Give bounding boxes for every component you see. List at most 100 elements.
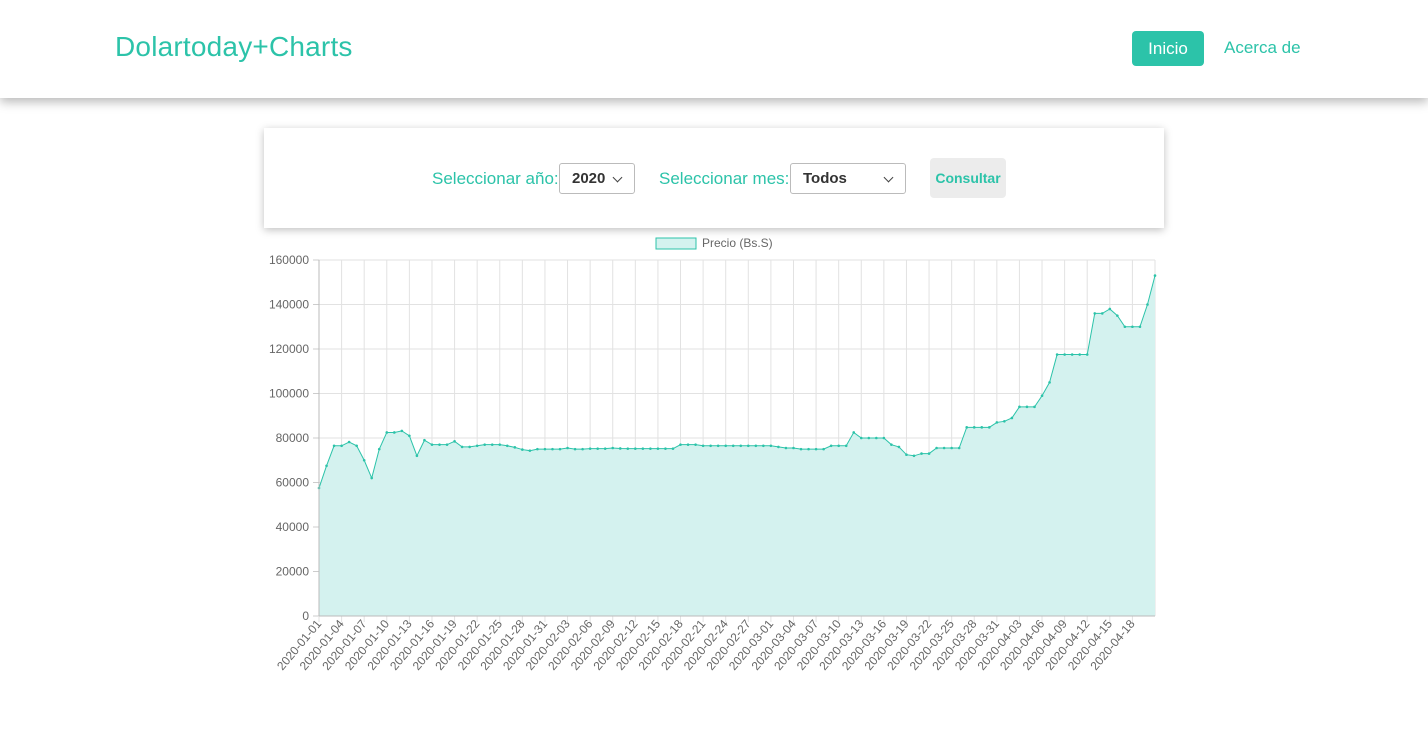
data-point[interactable] [822, 447, 825, 451]
data-point[interactable] [408, 434, 411, 438]
data-point[interactable] [1131, 325, 1134, 329]
data-point[interactable] [890, 443, 893, 446]
data-point[interactable] [536, 447, 539, 451]
data-point[interactable] [754, 444, 758, 448]
data-point[interactable] [920, 452, 923, 455]
data-point[interactable] [1085, 353, 1089, 356]
data-point[interactable] [777, 445, 780, 449]
data-point[interactable] [1108, 307, 1112, 311]
nav-about-link[interactable]: Acerca de [1224, 38, 1301, 57]
data-point[interactable] [347, 440, 351, 444]
data-point[interactable] [844, 444, 848, 448]
legend-swatch[interactable] [655, 237, 697, 250]
data-point[interactable] [490, 443, 494, 446]
data-point[interactable] [618, 447, 622, 450]
data-point[interactable] [377, 447, 381, 451]
data-point[interactable] [897, 445, 901, 449]
data-point[interactable] [995, 421, 999, 424]
data-point[interactable] [837, 444, 840, 448]
data-point[interactable] [1033, 405, 1036, 409]
data-point[interactable] [1048, 381, 1051, 384]
data-point[interactable] [498, 443, 502, 446]
data-point[interactable] [927, 452, 931, 455]
data-point[interactable] [701, 444, 705, 448]
data-point[interactable] [829, 444, 833, 448]
data-point[interactable] [731, 444, 735, 448]
data-point[interactable] [415, 454, 419, 458]
data-point[interactable] [769, 444, 773, 448]
data-point[interactable] [588, 447, 592, 450]
data-point[interactable] [935, 446, 938, 450]
data-point[interactable] [905, 453, 908, 456]
data-point[interactable] [596, 447, 599, 450]
data-point[interactable] [453, 440, 456, 443]
nav-home-button[interactable]: Inicio [1132, 31, 1204, 66]
data-point[interactable] [460, 445, 464, 449]
data-point[interactable] [739, 444, 743, 448]
data-point[interactable] [867, 436, 871, 440]
data-point[interactable] [671, 447, 675, 450]
data-point[interactable] [747, 444, 750, 448]
data-point[interactable] [807, 447, 810, 451]
data-point[interactable] [980, 426, 984, 429]
data-point[interactable] [566, 446, 569, 450]
data-point[interactable] [430, 443, 434, 446]
data-point[interactable] [355, 444, 358, 448]
data-point[interactable] [445, 443, 449, 446]
consultar-button[interactable]: Consultar [930, 158, 1006, 198]
data-point[interactable] [340, 444, 343, 448]
data-point[interactable] [912, 454, 916, 458]
data-point[interactable] [1040, 394, 1044, 398]
data-point[interactable] [1078, 353, 1081, 356]
data-point[interactable] [634, 447, 637, 450]
data-point[interactable] [814, 447, 818, 451]
month-select[interactable]: Todos [790, 163, 906, 194]
data-point[interactable] [957, 446, 961, 450]
data-point[interactable] [400, 429, 404, 433]
data-point[interactable] [468, 445, 471, 449]
data-point[interactable] [852, 431, 856, 434]
data-point[interactable] [558, 447, 562, 451]
data-point[interactable] [1146, 303, 1149, 306]
data-point[interactable] [581, 447, 584, 451]
data-point[interactable] [573, 447, 577, 451]
data-point[interactable] [972, 426, 976, 429]
data-point[interactable] [551, 447, 554, 451]
data-point[interactable] [679, 443, 682, 446]
data-point[interactable] [1070, 353, 1074, 356]
data-point[interactable] [942, 446, 946, 450]
data-point[interactable] [1123, 325, 1127, 329]
data-point[interactable] [664, 447, 667, 450]
data-point[interactable] [694, 443, 697, 446]
data-point[interactable] [716, 444, 720, 448]
data-point[interactable] [709, 444, 712, 448]
data-point[interactable] [1063, 353, 1066, 356]
data-point[interactable] [686, 443, 690, 446]
brand-logo[interactable]: Dolartoday+Charts [115, 31, 353, 62]
data-point[interactable] [784, 446, 788, 450]
data-point[interactable] [656, 447, 660, 450]
data-point[interactable] [543, 447, 547, 451]
data-point[interactable] [438, 443, 441, 446]
data-point[interactable] [762, 444, 765, 448]
data-point[interactable] [1093, 312, 1097, 315]
data-point[interactable] [475, 444, 479, 448]
data-point[interactable] [965, 426, 969, 429]
data-point[interactable] [332, 444, 336, 448]
data-point[interactable] [528, 449, 532, 452]
data-point[interactable] [649, 447, 652, 450]
data-point[interactable] [792, 446, 795, 450]
data-point[interactable] [724, 444, 727, 448]
data-point[interactable] [1025, 405, 1029, 409]
data-point[interactable] [393, 431, 396, 434]
data-point[interactable] [1153, 274, 1157, 277]
data-point[interactable] [483, 443, 486, 446]
data-point[interactable] [423, 438, 426, 442]
data-point[interactable] [859, 436, 863, 440]
data-point[interactable] [988, 426, 991, 429]
data-point[interactable] [1100, 312, 1104, 315]
data-point[interactable] [641, 447, 645, 450]
data-point[interactable] [950, 446, 953, 450]
data-point[interactable] [603, 447, 607, 450]
data-point[interactable] [1010, 416, 1014, 420]
